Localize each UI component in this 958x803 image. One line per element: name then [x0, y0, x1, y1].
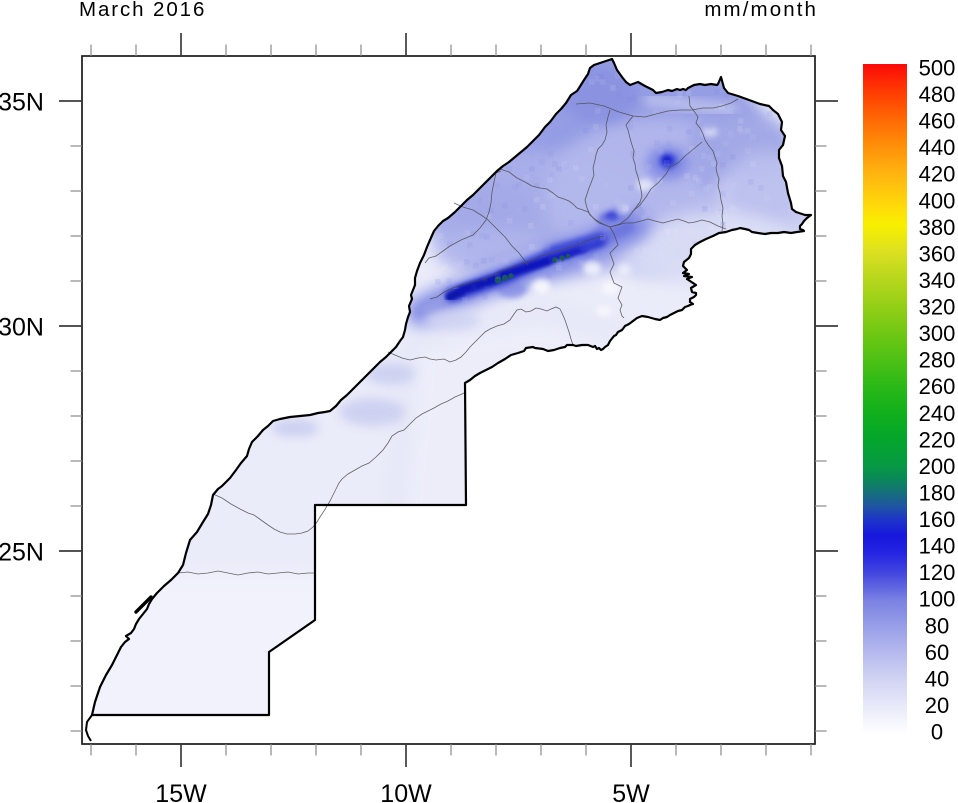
svg-text:400: 400 [919, 188, 956, 213]
svg-text:340: 340 [919, 268, 956, 293]
svg-text:480: 480 [919, 82, 956, 107]
svg-text:280: 280 [919, 348, 956, 373]
svg-text:500: 500 [919, 56, 956, 81]
svg-text:420: 420 [919, 162, 956, 187]
svg-text:300: 300 [919, 321, 956, 346]
svg-text:25N: 25N [0, 539, 44, 567]
svg-text:100: 100 [919, 587, 956, 612]
svg-text:140: 140 [919, 534, 956, 559]
svg-text:10W: 10W [380, 780, 432, 803]
svg-text:35N: 35N [0, 89, 44, 117]
svg-text:5W: 5W [612, 780, 650, 803]
svg-text:200: 200 [919, 454, 956, 479]
svg-text:30N: 30N [0, 314, 44, 342]
svg-text:20: 20 [925, 693, 949, 718]
svg-text:180: 180 [919, 481, 956, 506]
svg-text:360: 360 [919, 241, 956, 266]
svg-text:March 2016: March 2016 [79, 0, 206, 21]
svg-text:260: 260 [919, 374, 956, 399]
svg-text:60: 60 [925, 640, 949, 665]
svg-text:240: 240 [919, 401, 956, 426]
svg-text:120: 120 [919, 560, 956, 585]
svg-text:mm/month: mm/month [704, 0, 818, 21]
svg-text:80: 80 [925, 613, 949, 638]
svg-text:440: 440 [919, 135, 956, 160]
svg-text:15W: 15W [155, 780, 207, 803]
svg-text:320: 320 [919, 295, 956, 320]
svg-text:220: 220 [919, 427, 956, 452]
svg-text:460: 460 [919, 109, 956, 134]
svg-text:0: 0 [931, 720, 943, 745]
svg-text:160: 160 [919, 507, 956, 532]
svg-text:380: 380 [919, 215, 956, 240]
svg-text:40: 40 [925, 666, 949, 691]
